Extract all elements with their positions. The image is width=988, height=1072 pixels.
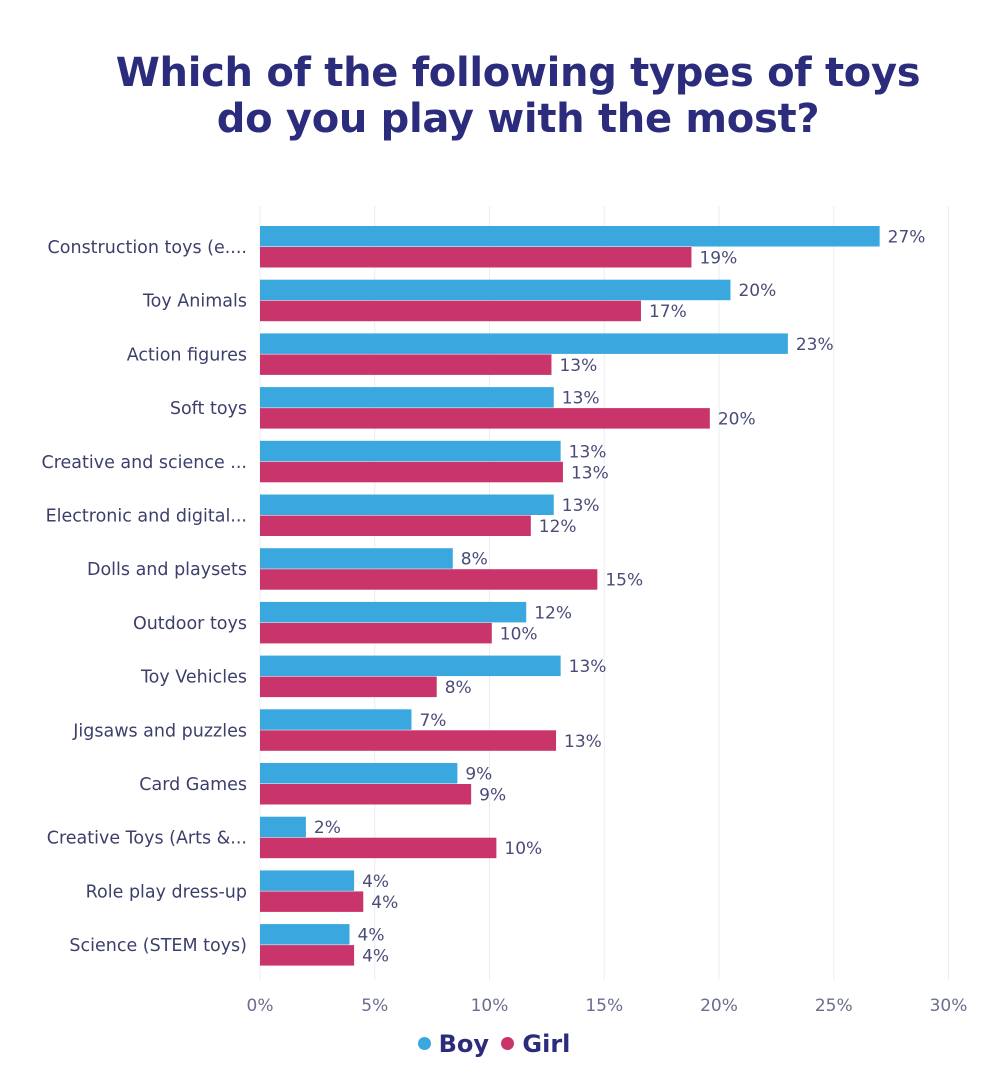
value-label-boy: 23% — [796, 335, 834, 355]
category-label: Outdoor toys — [133, 614, 247, 634]
value-label-boy: 2% — [314, 818, 341, 838]
value-label-boy: 4% — [362, 872, 389, 892]
bars — [260, 226, 880, 966]
bar-boy — [260, 548, 453, 569]
legend-dot-boy — [417, 1037, 431, 1050]
category-label: Science (STEM toys) — [69, 936, 247, 956]
bar-boy — [260, 816, 306, 838]
value-label-girl: 4% — [371, 893, 398, 913]
bar-boy — [260, 924, 350, 945]
legend-item-girl: Girl — [501, 1030, 570, 1058]
bar-girl — [260, 461, 563, 483]
bar-girl — [260, 247, 692, 268]
bar-girl — [260, 784, 472, 805]
value-label-girl: 9% — [479, 786, 506, 806]
bar-boy — [260, 763, 458, 784]
bar-boy — [260, 387, 554, 408]
bar-boy — [260, 494, 554, 515]
value-label-boy: 8% — [461, 550, 488, 570]
bar-girl — [260, 891, 364, 912]
bar-girl — [260, 730, 557, 751]
value-label-girl: 12% — [539, 517, 577, 537]
x-tick-label: 30% — [930, 996, 968, 1016]
value-label-boy: 13% — [569, 657, 607, 677]
grid-lines — [259, 206, 949, 980]
x-tick-label: 0% — [247, 996, 274, 1016]
category-label: Action figures — [127, 345, 247, 365]
bar-boy — [260, 870, 355, 891]
category-labels: Construction toys (e.... Toy Animals Actio… — [41, 238, 247, 956]
x-tick-label: 15% — [585, 996, 623, 1016]
bar-girl — [260, 676, 437, 698]
value-label-girl: 20% — [718, 410, 756, 430]
bar-girl — [260, 569, 598, 590]
value-label-girl: 8% — [445, 678, 472, 698]
value-label-boy: 13% — [562, 496, 600, 516]
bar-girl — [260, 515, 531, 536]
bar-boy — [260, 333, 788, 354]
value-label-boy: 27% — [888, 228, 926, 248]
bar-boy — [260, 709, 412, 730]
value-label-boy: 13% — [569, 442, 607, 462]
bar-boy — [260, 440, 561, 462]
category-label: Toy Vehicles — [140, 668, 247, 688]
category-label: Jigsaws and puzzles — [72, 721, 247, 741]
bar-boy — [260, 279, 731, 301]
category-label: Creative Toys (Arts &... — [47, 829, 247, 849]
value-label-boy: 4% — [358, 926, 385, 946]
bar-girl — [260, 354, 552, 375]
category-label: Card Games — [139, 775, 247, 795]
bar-boy — [260, 601, 527, 623]
value-labels: 27%19%20%17%23%13%13%20%13%13%13%12%8%15… — [314, 228, 926, 967]
legend-item-boy: Boy — [417, 1029, 490, 1058]
category-label: Role play dress-up — [86, 882, 247, 902]
bar-boy — [260, 226, 880, 247]
category-label: Creative and science ... — [41, 453, 247, 473]
bar-girl — [260, 837, 497, 859]
bar-boy — [260, 655, 561, 677]
x-tick-label: 5% — [361, 996, 388, 1016]
chart-title: Which of the following types of toys do … — [0, 50, 988, 142]
chart-title-line-1: Which of the following types of toys — [115, 50, 921, 96]
value-label-girl: 13% — [571, 463, 609, 483]
value-label-boy: 20% — [738, 281, 776, 301]
category-label: Dolls and playsets — [87, 560, 247, 580]
x-tick-label: 20% — [700, 996, 738, 1016]
value-label-girl: 19% — [699, 249, 737, 269]
legend-label-girl: Girl — [522, 1029, 571, 1058]
value-label-girl: 15% — [605, 571, 643, 591]
legend: Boy Girl — [0, 1028, 988, 1058]
legend-dot-girl — [501, 1037, 515, 1050]
bar-girl — [260, 408, 710, 429]
value-label-boy: 9% — [465, 765, 492, 785]
chart-title-line-2: do you play with the most? — [216, 96, 820, 142]
value-label-boy: 7% — [419, 711, 446, 731]
value-label-boy: 12% — [534, 603, 572, 623]
value-label-girl: 4% — [362, 947, 389, 967]
value-label-girl: 13% — [564, 732, 602, 752]
value-label-girl: 10% — [500, 624, 538, 644]
x-axis-ticks: 0% 5% 10% 15% 20% 25% 30% — [247, 996, 968, 1016]
category-label: Construction toys (e.... — [48, 238, 247, 258]
category-label: Soft toys — [170, 399, 247, 419]
bar-girl — [260, 300, 641, 322]
x-tick-label: 25% — [815, 996, 853, 1016]
value-label-girl: 13% — [559, 356, 597, 376]
legend-label-boy: Boy — [438, 1029, 490, 1058]
x-tick-label: 10% — [471, 996, 509, 1016]
bar-girl — [260, 945, 355, 966]
value-label-girl: 10% — [504, 839, 542, 859]
bar-girl — [260, 622, 492, 644]
value-label-boy: 13% — [562, 389, 600, 409]
value-label-girl: 17% — [649, 302, 687, 322]
category-label: Toy Animals — [142, 292, 247, 312]
category-label: Electronic and digital... — [46, 507, 247, 527]
